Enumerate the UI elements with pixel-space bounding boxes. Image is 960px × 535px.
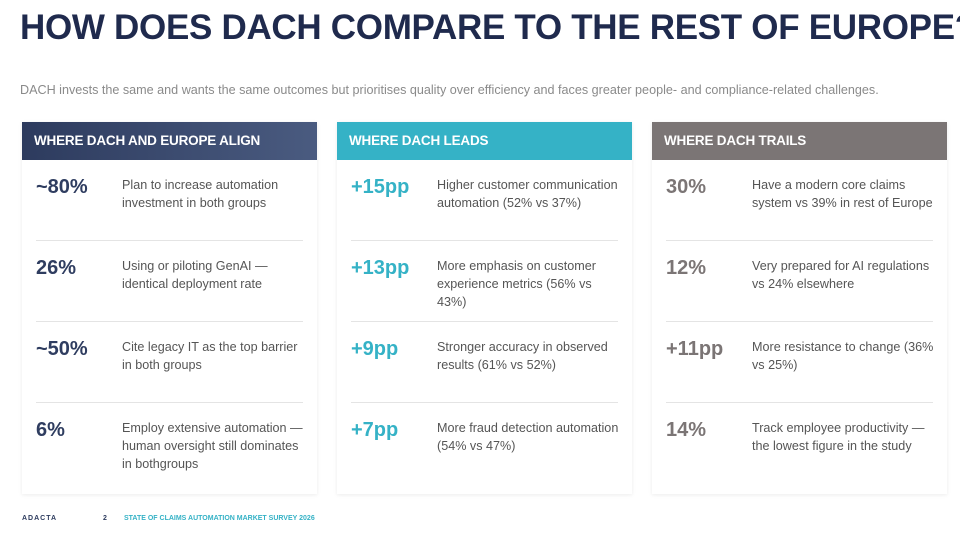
stat-description: Employ extensive automation — human over… [122,421,303,471]
stat-value: +7pp [351,419,399,441]
stat-value: +13pp [351,257,410,279]
stat-description: Track employee productivity — the lowest… [752,421,925,453]
stat-description: Plan to increase automation investment i… [122,178,279,210]
stat-description: Stronger accuracy in observed results (6… [437,340,608,372]
stat-value: +11pp [666,338,724,360]
column-card: WHERE DACH TRAILS 30% Have a modern core c… [652,122,947,494]
stat-row: 12% Very prepared for AI regulations vs 2… [666,241,933,322]
stat-description: Using or piloting GenAI — identical depl… [122,259,268,291]
stat-row: 14% Track employee productivity — the low… [666,403,933,483]
footer-text: STATE OF CLAIMS AUTOMATION MARKET SURVEY… [124,515,315,522]
stat-value: 6% [36,419,65,441]
stat-description: More emphasis on customer experience met… [437,259,596,309]
column-card: WHERE DACH AND EUROPE ALIGN ~80% Plan to i… [22,122,317,494]
stat-description: More fraud detection automation (54% vs … [437,421,619,453]
column-heading: WHERE DACH AND EUROPE ALIGN [22,122,317,160]
stat-description: More resistance to change (36% vs 25%) [752,340,934,372]
stat-value: ~80% [36,176,88,198]
page-number: 2 [103,515,107,522]
stat-value: ~50% [36,338,88,360]
stat-row: +7pp More fraud detection automation (54%… [351,403,618,483]
subtitle: DACH invests the same and wants the same… [20,83,879,97]
stat-value: 30% [666,176,707,198]
stat-row: 30% Have a modern core claims system vs 3… [666,160,933,241]
stat-value: +15pp [351,176,410,198]
stat-description: Have a modern core claims system vs 39% … [752,178,933,210]
stat-description: Higher customer communication automation… [437,178,618,210]
stat-row: 26% Using or piloting GenAI — identical d… [36,241,303,322]
stat-value: +9pp [351,338,399,360]
stat-row: +15pp Higher customer communication autom… [351,160,618,241]
stat-value: 26% [36,257,77,279]
title: HOW DOES DACH COMPARE TO THE REST OF EUR… [20,8,960,47]
stat-row: +9pp Stronger accuracy in observed result… [351,322,618,403]
logo: ADACTA [22,515,58,522]
stat-description: Very prepared for AI regulations vs 24% … [752,259,930,291]
stat-value: 14% [666,419,707,441]
stat-description: Cite legacy IT as the top barrier in bot… [122,340,298,372]
stat-value: 12% [666,257,707,279]
column-heading: WHERE DACH LEADS [337,122,632,160]
stat-row: +13pp More emphasis on customer experienc… [351,241,618,322]
column-heading: WHERE DACH TRAILS [652,122,947,160]
stat-row: ~80% Plan to increase automation investme… [36,160,303,241]
stat-row: ~50% Cite legacy IT as the top barrier in… [36,322,303,403]
stat-row: 6% Employ extensive automation — human ov… [36,403,303,483]
stat-row: +11pp More resistance to change (36% vs 2… [666,322,933,403]
column-card: WHERE DACH LEADS +15pp Higher customer com… [337,122,632,494]
